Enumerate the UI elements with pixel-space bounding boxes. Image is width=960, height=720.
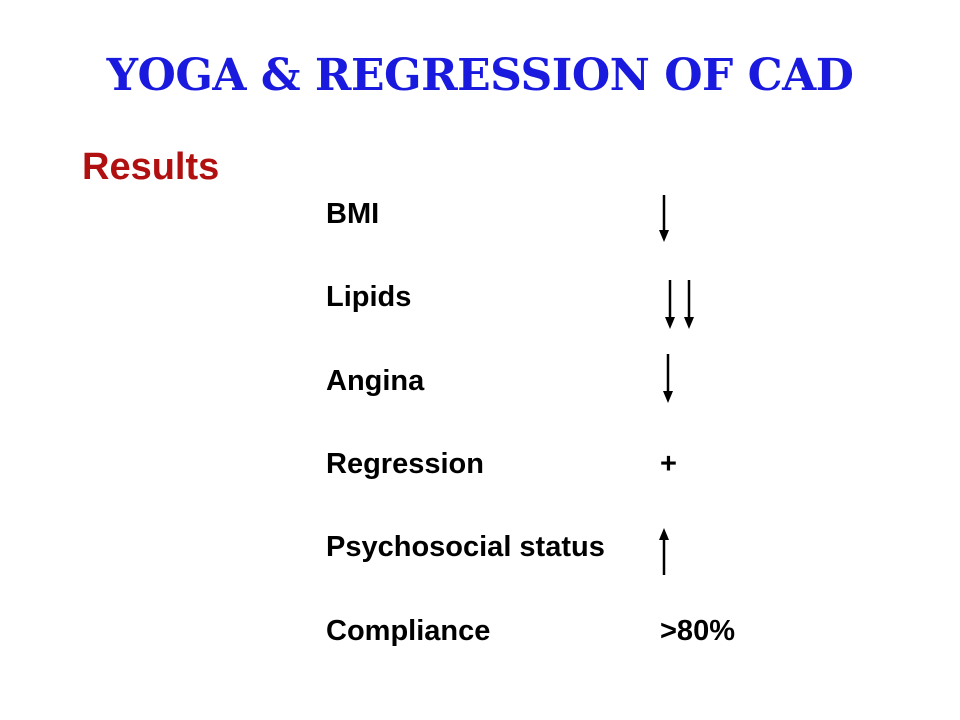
arrow-down-icon xyxy=(663,354,673,403)
row-label-psychosocial-status: Psychosocial status xyxy=(326,531,605,563)
double-arrow-down-icon xyxy=(665,280,694,329)
row-label-compliance: Compliance xyxy=(326,615,491,647)
slide-title: YOGA & REGRESSION OF CAD xyxy=(106,50,854,101)
arrow-up-icon xyxy=(659,528,669,575)
row-value-regression: + xyxy=(660,448,677,480)
arrow-down-icon xyxy=(659,195,669,242)
row-value-compliance: >80% xyxy=(660,615,735,647)
row-label-angina: Angina xyxy=(326,365,425,397)
slide-subtitle: Results xyxy=(82,146,220,188)
row-label-regression: Regression xyxy=(326,448,484,480)
row-label-bmi: BMI xyxy=(326,198,380,230)
row-label-lipids: Lipids xyxy=(326,281,412,313)
